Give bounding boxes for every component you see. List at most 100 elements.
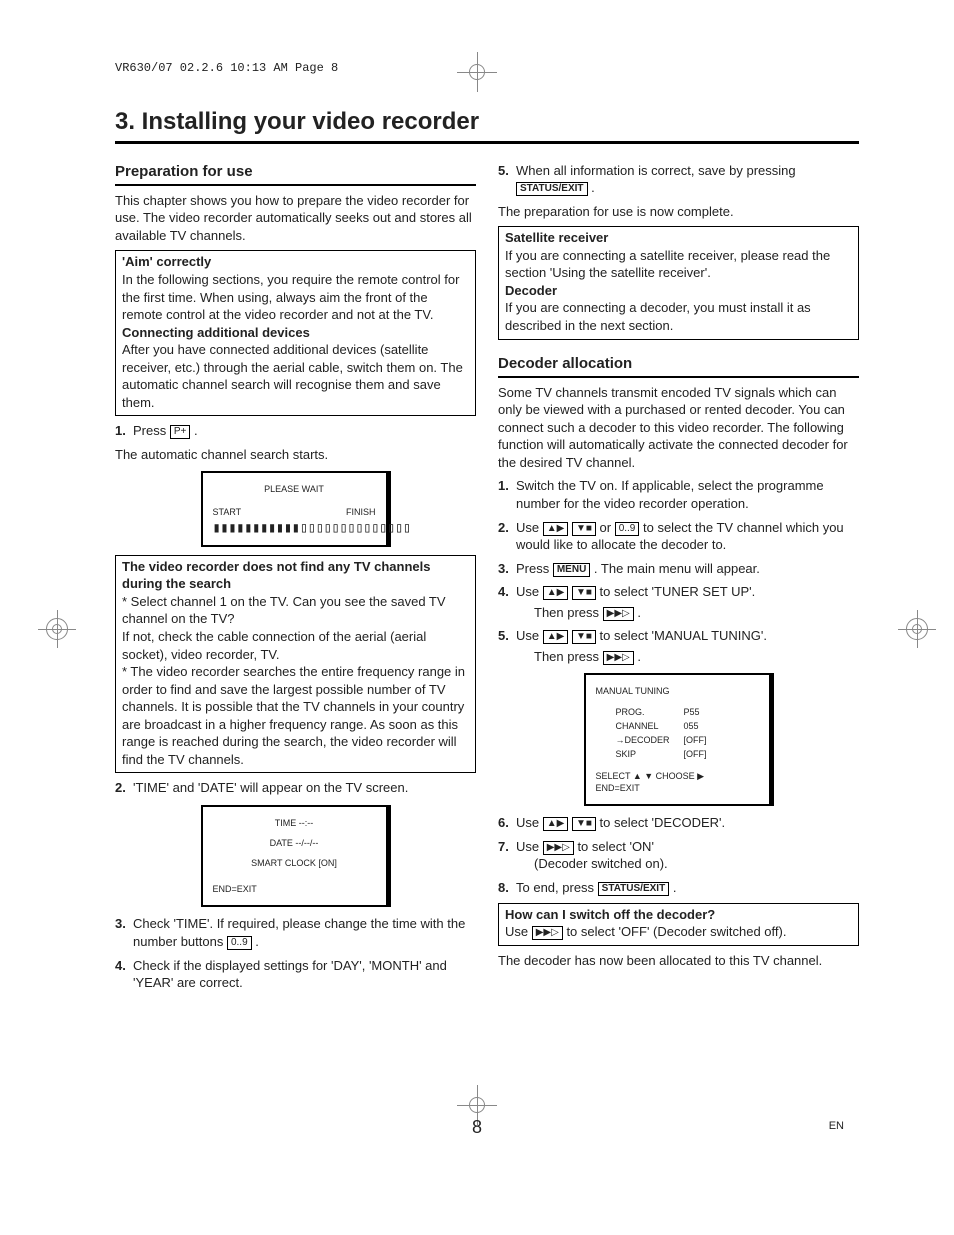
button-play-ff: ▶▶▷ <box>543 841 574 855</box>
step-6: 6. Use ▲▶ ▼■ to select 'DECODER'. <box>498 814 859 832</box>
step-text: . <box>255 934 259 949</box>
step-text: Use <box>516 839 543 854</box>
step-text: . <box>194 423 198 438</box>
step-text: . <box>591 180 595 195</box>
step-2: 2. 'TIME' and 'DATE' will appear on the … <box>115 779 476 797</box>
button-up: ▲▶ <box>543 522 569 536</box>
right-column: 5. When all information is correct, save… <box>498 148 859 998</box>
intro-paragraph: Some TV channels transmit encoded TV sig… <box>498 384 859 472</box>
screen-text: TIME --:-- <box>213 817 376 829</box>
box-switch-off-decoder: How can I switch off the decoder? Use ▶▶… <box>498 903 859 946</box>
screen-title: MANUAL TUNING <box>596 685 759 697</box>
progress-bar: ▮▮▮▮▮▮▮▮▮▮▮▯▯▯▯▯▯▯▯▯▯▯▯▯▯ <box>213 521 376 535</box>
box-heading-satellite: Satellite receiver <box>505 229 852 247</box>
screen-text: END=EXIT <box>213 883 376 895</box>
button-down: ▼■ <box>572 817 596 831</box>
language-code: EN <box>829 1119 844 1134</box>
screen-text: SMART CLOCK [ON] <box>213 857 376 869</box>
step-text: Switch the TV on. If applicable, select … <box>516 478 824 511</box>
step-text: Use <box>516 584 543 599</box>
step-1-note: The automatic channel search starts. <box>115 446 476 464</box>
button-up: ▲▶ <box>543 817 569 831</box>
box-no-channels: The video recorder does not find any TV … <box>115 555 476 774</box>
step-text: (Decoder switched on). <box>534 855 859 873</box>
crop-mark-top <box>457 52 497 92</box>
step-text: or <box>600 520 615 535</box>
button-down: ▼■ <box>572 630 596 644</box>
button-down: ▼■ <box>572 586 596 600</box>
screen-label-start: START <box>213 506 242 518</box>
step-1: 1. Press P+ . <box>115 422 476 440</box>
box-text: * Select channel 1 on the TV. Can you se… <box>122 593 469 628</box>
section-preparation: Preparation for use <box>115 162 476 186</box>
step-5: 5. Use ▲▶ ▼■ to select 'MANUAL TUNING'. … <box>498 627 859 665</box>
button-0-9: 0..9 <box>227 936 252 950</box>
step-text: Then press <box>534 649 603 664</box>
step-text: Check if the displayed settings for 'DAY… <box>133 958 447 991</box>
step-7: 7. Use ▶▶▷ to select 'ON' (Decoder switc… <box>498 838 859 873</box>
step-text: Then press <box>534 605 603 620</box>
screen-label: PROG. <box>610 706 676 718</box>
screen-value: P55 <box>678 706 713 718</box>
screen-label-finish: FINISH <box>346 506 376 518</box>
chapter-title: 3. Installing your video recorder <box>115 106 859 143</box>
step-text: to select 'MANUAL TUNING'. <box>600 628 768 643</box>
step-text: . <box>637 649 641 664</box>
step-3: 3. Press MENU . The main menu will appea… <box>498 560 859 578</box>
box-text: If not, check the cable connection of th… <box>122 628 469 663</box>
button-play-ff: ▶▶▷ <box>603 607 634 621</box>
box-heading-devices: Connecting additional devices <box>122 324 469 342</box>
step-text: Use <box>516 520 543 535</box>
step-text: Press <box>133 423 170 438</box>
button-up: ▲▶ <box>543 630 569 644</box>
step-text: Press <box>516 561 553 576</box>
step-text: . <box>673 880 677 895</box>
box-text: In the following sections, you require t… <box>122 271 469 324</box>
section-decoder-allocation: Decoder allocation <box>498 354 859 378</box>
box-text: to select 'OFF' (Decoder switched off). <box>566 924 786 939</box>
step-4: 4. Use ▲▶ ▼■ to select 'TUNER SET UP'. T… <box>498 583 859 621</box>
step-text: When all information is correct, save by… <box>516 163 796 178</box>
box-sat-decoder: Satellite receiver If you are connecting… <box>498 226 859 339</box>
button-p-plus: P+ <box>170 425 191 439</box>
button-play-ff: ▶▶▷ <box>532 926 563 940</box>
button-status-exit: STATUS/EXIT <box>598 882 670 896</box>
screen-time-date: TIME --:-- DATE --/--/-- SMART CLOCK [ON… <box>201 805 391 908</box>
screen-value: 055 <box>678 720 713 732</box>
button-play-ff: ▶▶▷ <box>603 651 634 665</box>
step-text: to select 'TUNER SET UP'. <box>600 584 756 599</box>
button-up: ▲▶ <box>543 586 569 600</box>
screen-please-wait: PLEASE WAIT START FINISH ▮▮▮▮▮▮▮▮▮▮▮▯▯▯▯… <box>201 471 391 546</box>
box-text: After you have connected additional devi… <box>122 341 469 411</box>
box-text: * The video recorder searches the entire… <box>122 663 469 768</box>
screen-label: CHANNEL <box>610 720 676 732</box>
step-text: to select 'ON' <box>577 839 654 854</box>
screen-text: PLEASE WAIT <box>213 483 376 495</box>
step-4: 4. Check if the displayed settings for '… <box>115 957 476 992</box>
button-menu: MENU <box>553 563 590 577</box>
box-text: If you are connecting a satellite receiv… <box>505 247 852 282</box>
screen-text: SELECT ▲ ▼ CHOOSE ▶ <box>596 770 759 782</box>
button-status-exit: STATUS/EXIT <box>516 182 588 196</box>
step-text: 'TIME' and 'DATE' will appear on the TV … <box>133 780 408 795</box>
left-column: Preparation for use This chapter shows y… <box>115 148 476 998</box>
step-text: To end, press <box>516 880 598 895</box>
screen-text: DATE --/--/-- <box>213 837 376 849</box>
page: VR630/07 02.2.6 10:13 AM Page 8 3. Insta… <box>0 0 954 1235</box>
step-text: Check 'TIME'. If required, please change… <box>133 916 465 949</box>
page-footer: 8 EN <box>0 1115 954 1139</box>
step-8: 8. To end, press STATUS/EXIT . <box>498 879 859 897</box>
box-heading: How can I switch off the decoder? <box>505 906 852 924</box>
step-5: 5. When all information is correct, save… <box>498 162 859 197</box>
intro-paragraph: This chapter shows you how to prepare th… <box>115 192 476 245</box>
button-0-9: 0..9 <box>615 522 640 536</box>
step-text: . <box>637 605 641 620</box>
screen-value: [OFF] <box>678 748 713 760</box>
page-number: 8 <box>472 1117 482 1137</box>
screen-value: [OFF] <box>678 734 713 746</box>
step-text: Use <box>516 628 543 643</box>
screen-text: END=EXIT <box>596 782 759 794</box>
box-heading: The video recorder does not find any TV … <box>122 558 469 593</box>
screen-label: SKIP <box>610 748 676 760</box>
step-text: . The main menu will appear. <box>594 561 760 576</box>
